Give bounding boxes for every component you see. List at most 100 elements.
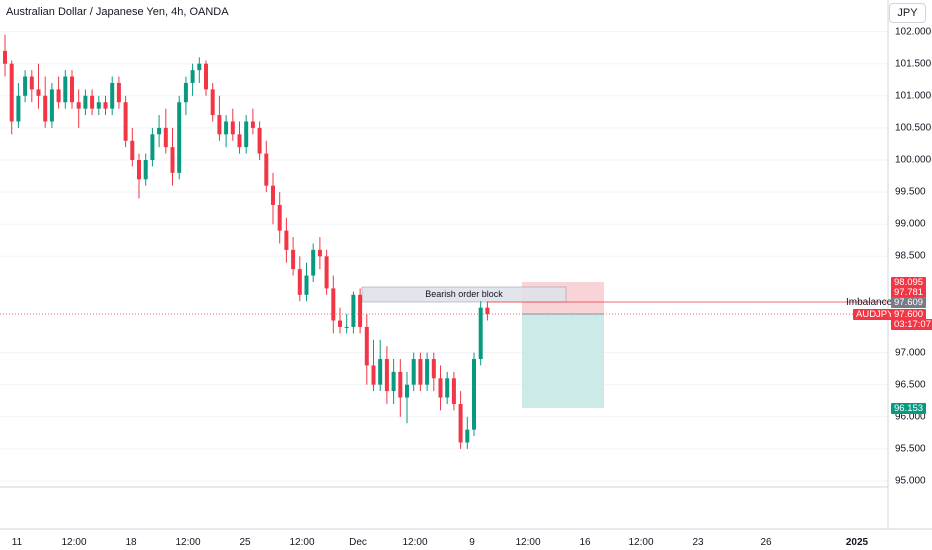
time-tick-label: 23 bbox=[692, 537, 704, 548]
candle-body bbox=[311, 249, 316, 276]
time-tick-label: 18 bbox=[125, 537, 137, 548]
candle-body bbox=[364, 326, 369, 366]
price-tick-label: 101.000 bbox=[895, 90, 932, 102]
price-tick-label: 102.000 bbox=[895, 26, 932, 38]
candle-body bbox=[250, 121, 255, 128]
candle-body bbox=[103, 102, 108, 109]
candle-body bbox=[76, 102, 81, 109]
time-tick-label: 11 bbox=[11, 537, 23, 548]
candle-body bbox=[425, 359, 430, 385]
candle-body bbox=[23, 76, 28, 96]
chart-grid bbox=[0, 31, 888, 482]
candle-body bbox=[277, 204, 282, 231]
currency-button[interactable]: JPY bbox=[889, 3, 926, 23]
candle-body bbox=[49, 89, 54, 122]
candle-body bbox=[391, 371, 396, 392]
candle-body bbox=[378, 359, 383, 385]
candle-body bbox=[431, 359, 436, 379]
candle-body bbox=[331, 288, 336, 321]
candle-body bbox=[458, 403, 463, 443]
candle-body bbox=[190, 70, 195, 83]
candle-body bbox=[451, 378, 456, 404]
price-tick-label: 100.500 bbox=[895, 122, 932, 134]
candle-body bbox=[43, 95, 48, 122]
candle-body bbox=[210, 89, 215, 116]
price-tick-label: 96.500 bbox=[895, 379, 926, 391]
candle-body bbox=[304, 275, 309, 295]
candle-body bbox=[183, 82, 188, 103]
candle-body bbox=[130, 140, 135, 160]
candle-body bbox=[465, 429, 470, 443]
candle-body bbox=[418, 359, 423, 385]
price-tick-label: 95.000 bbox=[895, 475, 926, 487]
candle-body bbox=[204, 63, 208, 90]
candle-body bbox=[177, 102, 182, 173]
time-tick-label: 12:00 bbox=[515, 537, 541, 548]
time-tick-label: 26 bbox=[760, 537, 772, 548]
candle-body bbox=[123, 102, 128, 141]
candle-body bbox=[405, 384, 409, 398]
candle-body bbox=[36, 89, 41, 96]
candle-body bbox=[257, 127, 262, 154]
candle-body bbox=[29, 76, 34, 90]
price-tag: 98.095 bbox=[891, 277, 927, 288]
candle-body bbox=[371, 365, 376, 385]
price-tag: 97.609 bbox=[891, 297, 927, 308]
time-tick-label: 2025 bbox=[845, 537, 869, 548]
candle-body bbox=[438, 378, 443, 398]
candle-body bbox=[224, 121, 229, 135]
candle-body bbox=[384, 359, 389, 392]
candle-body bbox=[170, 147, 175, 173]
candle-body bbox=[197, 63, 202, 71]
candle-body bbox=[244, 121, 249, 148]
time-tick-label: 12:00 bbox=[628, 537, 654, 548]
candle-body bbox=[472, 359, 476, 430]
price-tick-label: 96.000 bbox=[895, 411, 926, 423]
candle-body bbox=[230, 121, 235, 135]
candle-body bbox=[116, 82, 121, 103]
candle-body bbox=[338, 320, 342, 327]
time-tick-label: 12:00 bbox=[402, 537, 428, 548]
candle-body bbox=[297, 269, 302, 295]
symbol-price-tag: AUDJPY bbox=[853, 309, 897, 320]
candle-body bbox=[137, 160, 141, 180]
candle-body bbox=[445, 378, 450, 398]
time-tick-label: Dec bbox=[349, 537, 367, 548]
candle-body bbox=[324, 256, 329, 289]
order-block-label: Bearish order block bbox=[425, 289, 503, 299]
time-tick-label: 16 bbox=[579, 537, 591, 548]
price-tag: 97.781 bbox=[891, 287, 927, 298]
time-tick-label: 12:00 bbox=[61, 537, 87, 548]
price-tick-label: 99.500 bbox=[895, 186, 926, 198]
candle-body bbox=[83, 95, 88, 109]
candle-body bbox=[110, 82, 115, 109]
candle-body bbox=[398, 371, 403, 398]
candle-body bbox=[478, 307, 483, 360]
price-tag: 03:17:07 bbox=[891, 319, 932, 330]
candles bbox=[3, 34, 490, 449]
candle-body bbox=[351, 294, 356, 327]
candle-body bbox=[90, 95, 95, 109]
imbalance-label: Imbalance bbox=[846, 297, 893, 308]
price-tick-label: 97.000 bbox=[895, 347, 926, 359]
candle-body bbox=[317, 249, 322, 257]
time-tick-label: 12:00 bbox=[175, 537, 201, 548]
time-tick-label: 12:00 bbox=[289, 537, 315, 548]
candle-body bbox=[150, 134, 155, 160]
candle-body bbox=[56, 89, 61, 103]
candle-body bbox=[291, 249, 296, 270]
candle-body bbox=[63, 76, 68, 103]
candle-body bbox=[237, 134, 242, 148]
candle-body bbox=[16, 95, 21, 122]
price-tick-label: 95.500 bbox=[895, 443, 926, 455]
price-tick-label: 101.500 bbox=[895, 58, 932, 70]
candle-body bbox=[143, 160, 148, 180]
price-tick-label: 100.000 bbox=[895, 154, 932, 166]
price-tag: 97.600 bbox=[891, 309, 927, 320]
price-tag: 96.153 bbox=[891, 403, 927, 414]
short-target-zone bbox=[522, 314, 604, 408]
candle-body bbox=[284, 230, 289, 250]
candle-body bbox=[344, 326, 349, 328]
chart-title: Australian Dollar / Japanese Yen, 4h, OA… bbox=[6, 6, 229, 18]
